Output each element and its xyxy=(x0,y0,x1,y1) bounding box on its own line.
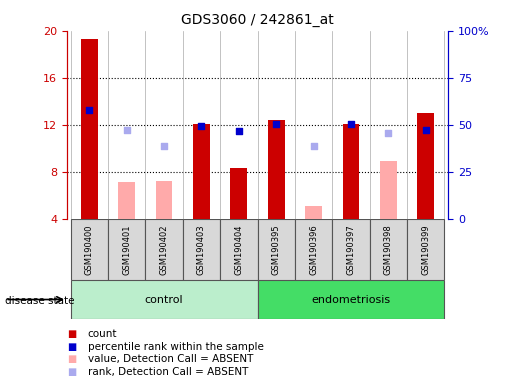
Bar xyxy=(332,219,370,280)
Text: GSM190403: GSM190403 xyxy=(197,224,206,275)
Point xyxy=(310,143,318,149)
Bar xyxy=(118,182,135,219)
Bar xyxy=(71,280,258,319)
Bar xyxy=(81,39,98,219)
Bar xyxy=(268,120,285,219)
Text: ■: ■ xyxy=(67,367,76,377)
Bar xyxy=(258,280,444,319)
Point xyxy=(384,130,392,136)
Bar xyxy=(108,219,145,280)
Bar xyxy=(407,219,444,280)
Text: GSM190399: GSM190399 xyxy=(421,224,430,275)
Bar xyxy=(258,219,295,280)
Text: GSM190395: GSM190395 xyxy=(272,224,281,275)
Text: GSM190401: GSM190401 xyxy=(122,224,131,275)
Bar xyxy=(295,219,332,280)
Text: GSM190397: GSM190397 xyxy=(347,224,355,275)
Bar xyxy=(380,161,397,219)
Bar xyxy=(230,168,247,219)
Text: ■: ■ xyxy=(67,354,76,364)
Text: count: count xyxy=(88,329,117,339)
Text: GSM190398: GSM190398 xyxy=(384,224,393,275)
Text: ■: ■ xyxy=(67,329,76,339)
Text: value, Detection Call = ABSENT: value, Detection Call = ABSENT xyxy=(88,354,253,364)
Bar xyxy=(370,219,407,280)
Bar xyxy=(342,124,359,219)
Point xyxy=(197,123,205,129)
Point xyxy=(160,143,168,149)
Point xyxy=(421,126,430,132)
Point xyxy=(123,126,131,132)
Title: GDS3060 / 242861_at: GDS3060 / 242861_at xyxy=(181,13,334,27)
Bar xyxy=(156,181,173,219)
Bar xyxy=(145,219,183,280)
Bar xyxy=(305,206,322,219)
Point xyxy=(235,127,243,134)
Text: disease state: disease state xyxy=(5,296,75,306)
Bar xyxy=(417,113,434,219)
Text: percentile rank within the sample: percentile rank within the sample xyxy=(88,342,264,352)
Text: GSM190396: GSM190396 xyxy=(309,224,318,275)
Bar xyxy=(71,219,108,280)
Text: rank, Detection Call = ABSENT: rank, Detection Call = ABSENT xyxy=(88,367,248,377)
Point xyxy=(272,121,280,127)
Text: endometriosis: endometriosis xyxy=(312,295,390,305)
Point xyxy=(347,121,355,127)
Text: GSM190400: GSM190400 xyxy=(85,224,94,275)
Bar xyxy=(220,219,258,280)
Point xyxy=(85,106,94,113)
Text: GSM190402: GSM190402 xyxy=(160,224,168,275)
Bar xyxy=(193,124,210,219)
Bar xyxy=(183,219,220,280)
Text: control: control xyxy=(145,295,183,305)
Text: GSM190404: GSM190404 xyxy=(234,224,243,275)
Text: ■: ■ xyxy=(67,342,76,352)
